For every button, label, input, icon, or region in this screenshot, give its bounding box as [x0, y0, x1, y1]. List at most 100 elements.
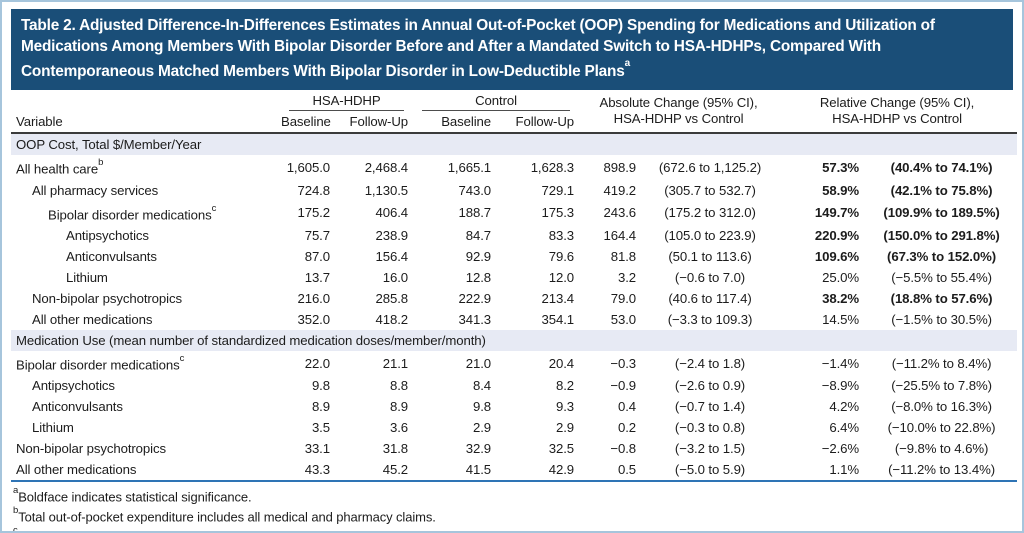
table-row: Bipolar disorder medicationsc 22.0 21.1 21.… — [11, 351, 1017, 375]
table-title: Table 2. Adjusted Difference-In-Differen… — [11, 9, 1013, 91]
value-cell: (−10.0% to 22.8%) — [887, 420, 996, 436]
value-cell: 2.9 — [472, 420, 492, 436]
value-cell: 238.9 — [375, 227, 409, 243]
value-cell: 243.6 — [603, 205, 637, 221]
value-cell: (−0.7 to 1.4) — [674, 399, 746, 415]
value-cell: 25.0% — [822, 269, 860, 285]
value-cell: 79.0 — [610, 290, 637, 306]
table-row: Antipsychotics 9.8 8.8 8.4 8.2 −0.9 (−2.6 to 0… — [11, 375, 1017, 396]
value-cell: 1.1% — [829, 462, 860, 478]
value-cell: (50.1 to 113.6) — [668, 248, 752, 264]
value-cell: 20.4 — [548, 355, 575, 371]
value-cell: 3.2 — [617, 269, 637, 285]
value-cell: 4.2% — [829, 399, 860, 415]
table-row: Bipolar disorder medicationsc 175.2 406.4 1… — [11, 201, 1017, 225]
value-cell: 406.4 — [375, 205, 409, 221]
footnote-marker: c — [211, 202, 217, 214]
value-cell: 8.4 — [472, 378, 492, 394]
value-cell: 354.1 — [541, 311, 575, 327]
value-cell: (305.7 to 532.7) — [664, 182, 756, 198]
group-header-control-label: Control — [422, 93, 571, 112]
value-cell: 31.8 — [382, 441, 409, 457]
section-title: OOP Cost, Total $/Member/Year — [11, 133, 1018, 156]
value-cell: 21.1 — [382, 355, 409, 371]
value-cell: 175.2 — [297, 205, 330, 221]
column-header-relative-change: Relative Change (95% CI), HSA-HDHP vs Co… — [777, 93, 1018, 135]
value-cell: 21.0 — [465, 355, 492, 371]
table-row: Anticonvulsants 87.0 156.4 92.9 79.6 81.8 (50.… — [11, 246, 1017, 267]
value-cell: 53.0 — [610, 311, 637, 327]
value-cell: −2.6% — [821, 441, 860, 457]
value-cell: (−9.8% to 4.6%) — [894, 441, 989, 457]
value-cell: 9.8 — [472, 399, 492, 415]
value-cell: 213.4 — [541, 290, 575, 306]
row-label: Anticonvulsants — [66, 248, 157, 264]
row-label: Anticonvulsants — [32, 399, 123, 415]
group-header-control: Control — [414, 93, 580, 112]
section-row: OOP Cost, Total $/Member/Year — [11, 133, 1018, 156]
value-cell: −1.4% — [821, 355, 860, 371]
value-cell: 8.2 — [555, 378, 575, 394]
table-row: Lithium 3.5 3.6 2.9 2.9 0.2 (−0.3 to 0.8) 6.4% (… — [11, 417, 1017, 438]
value-cell: 8.8 — [389, 378, 409, 394]
row-label: Bipolar disorder medicationsc — [16, 352, 185, 373]
footnote-text: Total out-of-pocket expenditure includes… — [18, 509, 436, 525]
data-table: Variable HSA-HDHP Control Absolute Chang… — [11, 93, 1018, 483]
table-body: OOP Cost, Total $/Member/Year All health … — [11, 133, 1018, 481]
value-cell: 45.2 — [382, 462, 409, 478]
row-label: All other medications — [16, 462, 137, 478]
table-row: All other medications 43.3 45.2 41.5 42.9 0.5… — [11, 459, 1017, 481]
row-label: All health careb — [16, 157, 104, 177]
value-cell: 1,628.3 — [530, 159, 575, 175]
value-cell: 0.4 — [617, 399, 637, 415]
value-cell: (−8.0% to 16.3%) — [891, 399, 992, 415]
row-label: Lithium — [66, 269, 108, 285]
value-cell: 12.8 — [465, 269, 492, 285]
row-label: All pharmacy services — [32, 182, 159, 198]
value-cell: 898.9 — [603, 159, 637, 175]
value-cell: (−2.4 to 1.8) — [674, 355, 746, 371]
value-cell: 729.1 — [541, 182, 575, 198]
row-label: Non-bipolar psychotropics — [16, 441, 166, 457]
value-cell: 175.3 — [541, 205, 575, 221]
column-header-variable: Variable — [11, 93, 281, 135]
row-label: Antipsychotics — [66, 227, 149, 243]
value-cell: (−1.5% to 30.5%) — [891, 311, 992, 327]
table-row: Anticonvulsants 8.9 8.9 9.8 9.3 0.4 (−0.7 to 1… — [11, 396, 1017, 417]
table-title-text: Table 2. Adjusted Difference-In-Differen… — [21, 17, 935, 81]
value-cell: 12.0 — [548, 269, 575, 285]
footnote-text: Bipolar medications include the followin… — [18, 529, 611, 531]
value-cell: (−2.6 to 0.9) — [674, 378, 746, 394]
footnote-marker: c — [179, 352, 185, 364]
column-header-control-followup: Follow-Up — [497, 111, 581, 135]
value-cell: 285.8 — [375, 290, 409, 306]
table-row: All health careb 1,605.0 2,468.4 1,665.1 1,6… — [11, 155, 1017, 179]
value-cell: 84.7 — [465, 227, 492, 243]
value-cell: 3.5 — [311, 420, 330, 436]
value-cell: (105.0 to 223.9) — [664, 227, 756, 243]
value-cell: (−5.5% to 55.4%) — [891, 269, 992, 285]
value-cell: 9.3 — [555, 399, 575, 415]
table-header: Variable HSA-HDHP Control Absolute Chang… — [11, 93, 1018, 135]
value-cell: 1,605.0 — [286, 159, 330, 175]
value-cell: (−11.2% to 13.4%) — [888, 462, 995, 478]
value-cell: 2.9 — [555, 420, 575, 436]
footnote-marker: a — [13, 485, 19, 497]
value-cell: (18.8% to 57.6%) — [890, 290, 993, 306]
table-row: Non-bipolar psychotropics 33.1 31.8 32.9 32.… — [11, 438, 1017, 459]
value-cell: (40.6 to 117.4) — [668, 290, 752, 306]
value-cell: (−25.5% to 7.8%) — [891, 378, 992, 394]
value-cell: 75.7 — [304, 227, 330, 243]
table-row: Lithium 13.7 16.0 12.8 12.0 3.2 (−0.6 to 7.0) 2… — [11, 267, 1017, 288]
group-header-hsa-hdhp-label: HSA-HDHP — [289, 93, 405, 112]
value-cell: (175.2 to 312.0) — [664, 205, 756, 221]
value-cell: (109.9% to 189.5%) — [883, 205, 1000, 221]
footnote-marker: c — [13, 524, 18, 533]
row-label: All other medications — [32, 311, 153, 327]
value-cell: 32.9 — [465, 441, 492, 457]
value-cell: 1,130.5 — [364, 182, 409, 198]
value-cell: 13.7 — [304, 269, 330, 285]
row-label: Bipolar disorder medicationsc — [48, 202, 217, 222]
column-header-control-baseline: Baseline — [414, 111, 498, 135]
value-cell: 222.9 — [458, 290, 492, 306]
